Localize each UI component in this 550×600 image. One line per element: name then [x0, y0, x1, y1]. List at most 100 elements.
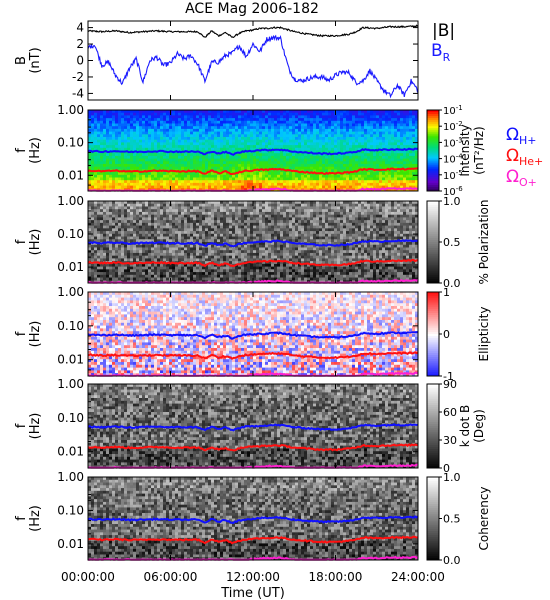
- spectrogram-cell: [355, 123, 359, 127]
- spectrogram-cell: [175, 244, 179, 248]
- spectrogram-cell: [178, 137, 182, 141]
- spectrogram-cell: [346, 139, 350, 143]
- spectrogram-cell: [226, 110, 230, 114]
- y-tick-label: 2: [76, 37, 84, 51]
- spectrogram-cell: [310, 180, 314, 184]
- spectrogram-cell: [220, 145, 224, 149]
- spectrogram-cell: [166, 115, 170, 119]
- spectrogram-cell: [409, 150, 413, 154]
- spectrogram-cell: [349, 139, 353, 143]
- spectrogram-cell: [109, 214, 113, 218]
- spectrogram-cell: [238, 222, 242, 226]
- spectrogram-cell: [145, 161, 149, 165]
- spectrogram-cell: [127, 236, 131, 240]
- spectrogram-cell: [184, 120, 188, 124]
- spectrogram-cell: [211, 255, 215, 259]
- spectrogram-cell: [106, 145, 110, 149]
- spectrogram-cell: [229, 201, 233, 205]
- spectrogram-cell: [388, 161, 392, 165]
- spectrogram-cell: [160, 247, 164, 251]
- spectrogram-cell: [151, 209, 155, 213]
- spectrogram-cell: [184, 203, 188, 207]
- spectrogram-cell: [235, 134, 239, 138]
- spectrogram-cell: [391, 112, 395, 116]
- spectrogram-cell: [376, 169, 380, 173]
- spectrogram-cell: [271, 153, 275, 157]
- spectrogram-cell: [133, 263, 137, 267]
- spectrogram-cell: [184, 110, 188, 114]
- spectrogram-cell: [253, 155, 257, 159]
- spectrogram-cell: [232, 120, 236, 124]
- spectrogram-cell: [286, 145, 290, 149]
- spectrogram-cell: [241, 182, 245, 186]
- spectrogram-cell: [247, 126, 251, 130]
- spectrogram-cell: [91, 180, 95, 184]
- spectrogram-cell: [151, 123, 155, 127]
- spectrogram-cell: [223, 164, 227, 168]
- spectrogram-cell: [193, 220, 197, 224]
- spectrogram-cell: [256, 172, 260, 176]
- spectrogram-cell: [133, 118, 137, 122]
- spectrogram-cell: [358, 128, 362, 132]
- spectrogram-cell: [196, 214, 200, 218]
- spectrogram-cell: [241, 174, 245, 178]
- spectrogram-cell: [262, 118, 266, 122]
- spectrogram-cell: [106, 166, 110, 170]
- spectrogram-cell: [295, 182, 299, 186]
- spectrogram-cell: [100, 180, 104, 184]
- spectrogram-cell: [169, 231, 173, 235]
- spectrogram-cell: [169, 131, 173, 135]
- spectrogram-cell: [157, 180, 161, 184]
- spectrogram-cell: [202, 242, 206, 246]
- spectrogram-cell: [367, 164, 371, 168]
- spectrogram-cell: [400, 112, 404, 116]
- spectrogram-cell: [310, 131, 314, 135]
- spectrogram-cell: [202, 118, 206, 122]
- spectrogram-cell: [196, 228, 200, 232]
- spectrogram-cell: [340, 128, 344, 132]
- spectrogram-cell: [199, 185, 203, 189]
- spectrogram-cell: [391, 177, 395, 181]
- spectrogram-cell: [139, 166, 143, 170]
- spectrogram-cell: [142, 164, 146, 168]
- spectrogram-cell: [130, 274, 134, 278]
- spectrogram-cell: [160, 225, 164, 229]
- spectrogram-cell: [205, 145, 209, 149]
- spectrogram-cell: [394, 123, 398, 127]
- spectrogram-cell: [367, 174, 371, 178]
- spectrogram-cell: [148, 112, 152, 116]
- spectrogram-cell: [115, 172, 119, 176]
- spectrogram-cell: [220, 115, 224, 119]
- spectrogram-cell: [229, 242, 233, 246]
- spectrogram-cell: [202, 134, 206, 138]
- spectrogram-cell: [112, 231, 116, 235]
- spectrogram-cell: [376, 153, 380, 157]
- spectrogram-cell: [292, 147, 296, 151]
- spectrogram-cell: [316, 145, 320, 149]
- spectrogram-cell: [409, 161, 413, 165]
- spectrogram-cell: [247, 166, 251, 170]
- spectrogram-cell: [130, 244, 134, 248]
- spectrogram-cell: [415, 112, 419, 116]
- spectrogram-cell: [205, 153, 209, 157]
- spectrogram-cell: [415, 180, 419, 184]
- spectrogram-cell: [217, 112, 221, 116]
- spectrogram-cell: [196, 217, 200, 221]
- spectrogram-cell: [361, 172, 365, 176]
- spectrogram-cell: [349, 180, 353, 184]
- spectrogram-cell: [238, 112, 242, 116]
- spectrogram-cell: [151, 269, 155, 273]
- spectrogram-cell: [184, 172, 188, 176]
- spectrogram-cell: [94, 269, 98, 273]
- spectrogram-cell: [412, 155, 416, 159]
- spectrogram-cell: [151, 277, 155, 281]
- spectrogram-cell: [97, 126, 101, 130]
- spectrogram-cell: [166, 239, 170, 243]
- spectrogram-cell: [139, 128, 143, 132]
- spectrogram-cell: [211, 266, 215, 270]
- spectrogram-cell: [325, 147, 329, 151]
- spectrogram-cell: [136, 220, 140, 224]
- spectrogram-cell: [325, 134, 329, 138]
- spectrogram-cell: [406, 123, 410, 127]
- spectrogram-cell: [205, 231, 209, 235]
